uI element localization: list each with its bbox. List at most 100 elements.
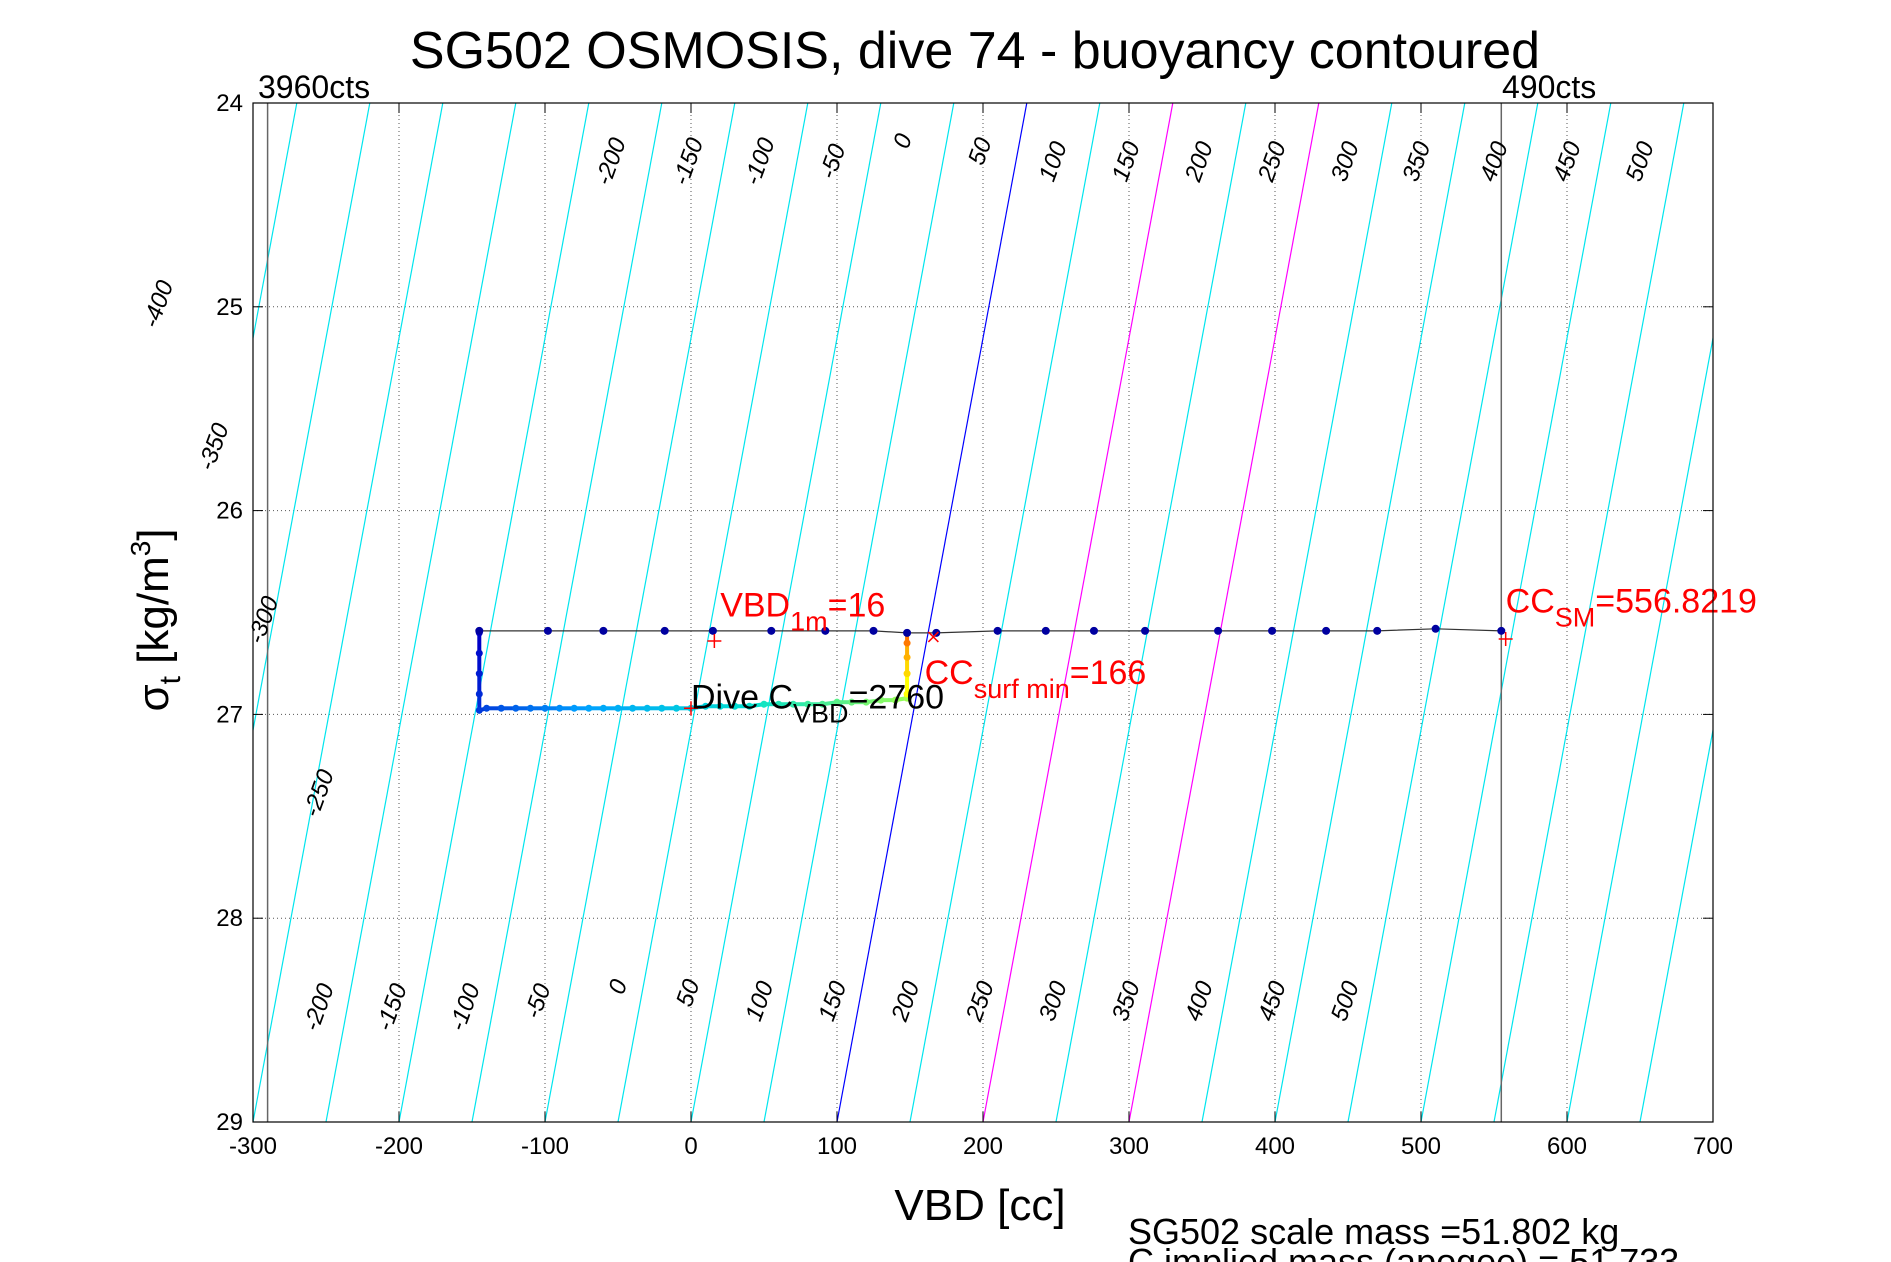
dive-path-point	[760, 700, 768, 708]
surface-point	[1089, 626, 1098, 635]
annotation-subscript: 1m	[790, 607, 828, 637]
dive-path-point	[804, 700, 812, 708]
contour-line	[1347, 103, 1539, 1122]
surface-point	[903, 628, 912, 637]
surface-point	[1214, 626, 1223, 635]
contour-line	[1639, 726, 1713, 1122]
dive-path-point	[570, 704, 578, 712]
contour-line	[253, 103, 371, 734]
surface-point	[660, 626, 669, 635]
contour-line	[1566, 334, 1713, 1122]
footnote-implied-mass: C implied mass (apogee) = 51.733	[1128, 1241, 1679, 1262]
dive-path-point	[775, 700, 783, 708]
dive-path-point	[556, 704, 564, 712]
y-axis-label-unit: [kg/m	[129, 556, 178, 676]
contour-line	[617, 103, 809, 1122]
surface-point	[993, 626, 1002, 635]
plus-marker	[1498, 631, 1513, 646]
surface-point	[1373, 626, 1382, 635]
dive-path-point	[599, 704, 607, 712]
buoyancy-contours	[253, 103, 1713, 1122]
surface-point	[475, 626, 484, 635]
contour-line	[325, 103, 517, 1122]
surface-point	[543, 626, 552, 635]
climb-path-point	[903, 670, 911, 678]
contour-line	[909, 103, 1101, 1122]
contour-line	[253, 103, 298, 342]
y-tick-label: 28	[216, 905, 243, 932]
surface-point	[1431, 624, 1440, 633]
annotation-subscript: surf min	[974, 674, 1070, 704]
axis-ticks: -300 -200 -100 0 100 200 300 400 500 600 700 24 25 26…	[216, 90, 1733, 1160]
contour-line	[1493, 103, 1685, 1122]
dive-path-point	[497, 704, 505, 712]
dive-path-point	[526, 704, 534, 712]
contour-line	[1420, 103, 1612, 1122]
footnote-scale-mass: SG502 scale mass =51.802 kg	[1128, 1211, 1619, 1252]
dive-path-point	[848, 698, 856, 706]
contour-line	[253, 103, 444, 1122]
dive-path-point	[877, 696, 885, 704]
annotation: CCSM=556.8219	[1506, 583, 1757, 633]
x-tick-label: 600	[1547, 1133, 1587, 1160]
dive-path-point	[658, 704, 666, 712]
dive-path-point	[731, 702, 739, 710]
dive-path-point	[891, 696, 899, 704]
dive-path-point	[585, 704, 593, 712]
x-tick-label: 500	[1401, 1133, 1441, 1160]
surface-point	[599, 626, 608, 635]
contour-line	[471, 103, 663, 1122]
surface-point	[708, 626, 717, 635]
surface-point	[1322, 626, 1331, 635]
dive-path-point	[672, 704, 680, 712]
x-tick-label: 0	[684, 1133, 697, 1160]
surface-point	[1141, 626, 1150, 635]
annotation: Dive CVBD=2760	[691, 678, 944, 728]
contour-line	[763, 103, 955, 1122]
contour-line	[982, 103, 1174, 1122]
dive-path-point	[475, 670, 483, 678]
dive-path-point	[745, 702, 753, 710]
x-tick-label: -200	[375, 1133, 423, 1160]
annotation-value: =166	[1070, 654, 1147, 692]
plus-marker	[684, 701, 698, 716]
y-tick-label: 26	[216, 498, 243, 525]
annotation-subscript: SM	[1555, 603, 1596, 633]
x-tick-label: 700	[1693, 1133, 1733, 1160]
grid	[253, 103, 1713, 1122]
dive-path-point	[629, 704, 637, 712]
dive-path-point	[702, 702, 710, 710]
surface-point	[869, 626, 878, 635]
dive-path-point	[833, 698, 841, 706]
x-tick-label: 400	[1255, 1133, 1295, 1160]
y-axis-label-close: ]	[129, 528, 178, 540]
contour-line	[544, 103, 736, 1122]
dive-path-point	[716, 702, 724, 710]
annotation-main: CC	[1506, 583, 1555, 621]
contour-line	[398, 103, 590, 1122]
contour-line	[1128, 103, 1320, 1122]
dive-path-point	[475, 690, 483, 698]
y-axis-label-symbol: σ	[129, 684, 178, 711]
x-marker	[927, 631, 939, 643]
annotation-value: =16	[828, 587, 886, 625]
climb-path-point	[903, 639, 911, 647]
dive-path-point	[512, 704, 520, 712]
x-tick-label: 300	[1109, 1133, 1149, 1160]
annotation: VBD1m=16	[720, 587, 885, 637]
x-axis-label: VBD [cc]	[894, 1181, 1065, 1230]
dive-path-point	[862, 698, 870, 706]
dive-path-point	[475, 706, 483, 714]
x-tick-label: 200	[963, 1133, 1003, 1160]
surface-point	[1268, 626, 1277, 635]
annotation-subscript: VBD	[793, 698, 849, 728]
dive-path-point	[818, 700, 826, 708]
x-tick-label: -300	[229, 1133, 277, 1160]
y-axis-label-subscript: t	[154, 675, 187, 684]
y-axis-label: σt [kg/m3]	[125, 528, 187, 711]
y-tick-label: 27	[216, 701, 243, 728]
contour-line	[836, 103, 1028, 1122]
dive-path-point	[483, 704, 491, 712]
